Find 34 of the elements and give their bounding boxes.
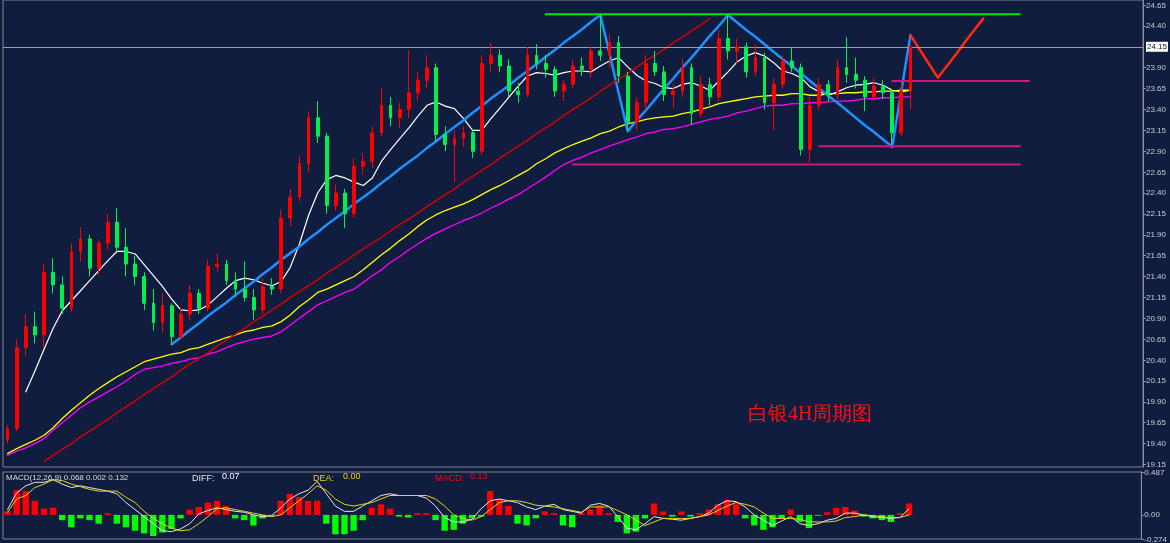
y-tick-label: 23.90 (1146, 63, 1167, 73)
y-tick-label: 19.15 (1146, 459, 1167, 469)
y-tick-label: -0.274 (1144, 534, 1168, 543)
annotation: 0.00 (343, 470, 361, 481)
text: DIFF: (192, 473, 215, 483)
y-tick-label: 21.90 (1146, 230, 1167, 240)
y-tick-label: 20.65 (1146, 334, 1167, 344)
annotation: 0.13 (470, 470, 488, 481)
y-tick-label: 20.15 (1146, 376, 1167, 386)
annotation: MACD(12,26,9) 0.068 0.002 0.132 (6, 472, 129, 482)
y-tick-label: 22.40 (1146, 188, 1167, 198)
y-tick-label: 0.487 (1144, 467, 1165, 477)
y-tick-label: 23.15 (1146, 125, 1167, 135)
y-tick-label: 20.40 (1146, 355, 1167, 365)
y-tick-label: 22.65 (1146, 167, 1167, 177)
text: MACD: (435, 473, 464, 483)
y-tick-label: 24.65 (1146, 0, 1167, 10)
y-tick-label: 21.15 (1146, 292, 1167, 302)
y-tick-label: 0.00 (1144, 510, 1161, 520)
y-tick-label: 22.15 (1146, 209, 1167, 219)
y-tick-label: 22.90 (1146, 146, 1167, 156)
ref-line-label: 24.15 (1147, 42, 1168, 52)
y-tick-label: 19.40 (1146, 439, 1167, 449)
series-label: DEA: (313, 473, 335, 483)
annotation: 白银4H周期图 (748, 402, 873, 424)
y-tick-label: 23.40 (1146, 104, 1167, 114)
y-tick-label: 21.40 (1146, 272, 1167, 282)
y-tick-label: 23.65 (1146, 84, 1167, 94)
y-tick-label: 19.90 (1146, 397, 1167, 407)
y-tick-label: 24.40 (1146, 21, 1167, 31)
annotation: 0.07 (222, 470, 240, 481)
y-tick-label: 19.65 (1146, 418, 1167, 428)
y-tick-label: 20.90 (1146, 313, 1167, 323)
y-tick-label: 21.65 (1146, 251, 1167, 261)
